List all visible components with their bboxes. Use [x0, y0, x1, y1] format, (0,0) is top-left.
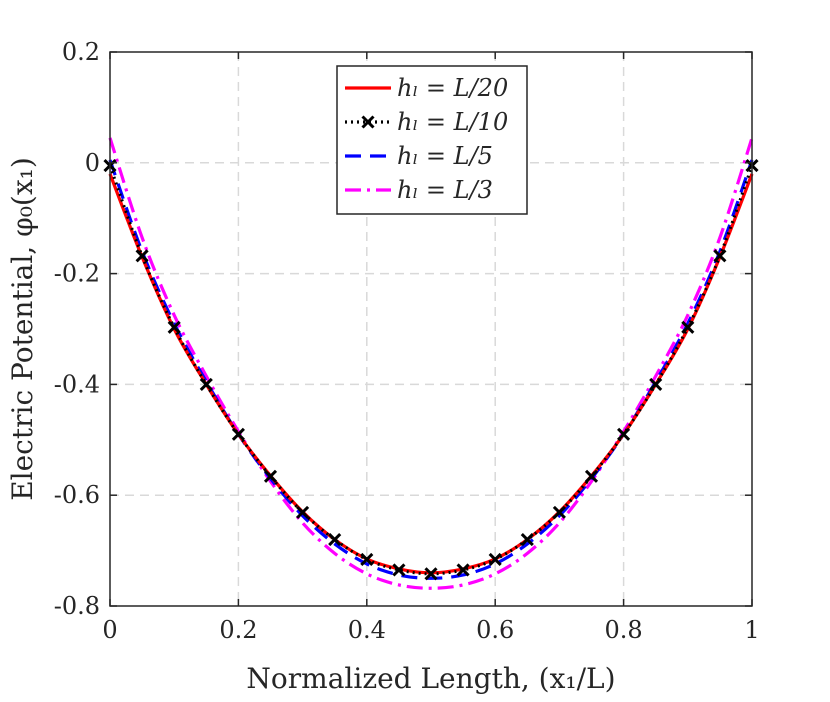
- legend-label-2: hₗ = L/5: [397, 142, 493, 170]
- axis-ticks: [109, 51, 753, 607]
- data-point-marker: [456, 563, 470, 577]
- marker-stroke: [488, 552, 502, 567]
- marker-stroke: [263, 469, 278, 483]
- data-point-marker: [424, 567, 438, 581]
- x-axis-title: Normalized Length, (x₁/L): [246, 662, 615, 695]
- data-point-marker: [617, 427, 631, 441]
- legend-label-1: hₗ = L/10: [397, 108, 508, 136]
- marker-stroke: [231, 427, 245, 441]
- data-point-marker: [584, 469, 599, 483]
- data-point-marker: [135, 249, 149, 263]
- legend-marker: [361, 115, 375, 129]
- series-line-3: [108, 137, 754, 590]
- plot-area: [103, 137, 759, 590]
- y-tick-label: -0.4: [54, 370, 100, 398]
- data-point-marker: [488, 552, 502, 567]
- data-point-marker: [713, 249, 727, 263]
- marker-stroke: [199, 377, 213, 391]
- marker-stroke: [328, 532, 342, 547]
- data-point-marker: [681, 320, 695, 334]
- x-tick-label: 1: [744, 616, 759, 644]
- marker-stroke: [296, 505, 310, 519]
- y-tick-label: -0.2: [54, 260, 100, 288]
- y-tick-label: -0.8: [54, 592, 100, 620]
- data-point-marker: [649, 377, 663, 391]
- marker-stroke: [360, 552, 374, 567]
- x-tick-label: 0: [102, 616, 117, 644]
- marker-stroke: [713, 249, 727, 263]
- marker-stroke: [584, 469, 599, 483]
- marker-stroke: [681, 320, 695, 334]
- data-point-marker: [231, 427, 245, 441]
- marker-stroke: [552, 505, 566, 519]
- data-point-marker: [263, 469, 278, 483]
- marker-stroke: [135, 249, 149, 263]
- x-tick-label: 0.6: [476, 616, 514, 644]
- marker-stroke: [649, 377, 663, 391]
- marker-stroke: [617, 427, 631, 441]
- marker-stroke: [424, 567, 438, 581]
- axis-tick-labels: 0 0.2 0.4 0.6 0.8 1 -0.8 -0.6 -0.4 -0.2 0 0.2: [54, 38, 760, 644]
- x-tick-label: 0.2: [219, 616, 257, 644]
- marker-stroke: [520, 532, 534, 547]
- data-point-marker: [392, 563, 406, 577]
- legend: hₗ = L/20 hₗ = L/10 hₗ = L/5 hₗ = L/3: [336, 65, 528, 215]
- y-tick-label: 0: [85, 149, 100, 177]
- series-line-2: [108, 159, 754, 580]
- y-tick-label: -0.6: [54, 481, 100, 509]
- x-tick-label: 0.4: [348, 616, 386, 644]
- y-tick-label: 0.2: [62, 38, 100, 66]
- data-point-marker: [360, 552, 374, 567]
- data-point-marker: [296, 505, 310, 519]
- legend-label-3: hₗ = L/3: [397, 176, 493, 204]
- data-point-marker: [167, 320, 181, 334]
- y-axis-title: Electric Potential, φ₀(x₁): [6, 157, 39, 501]
- data-point-marker: [520, 532, 534, 547]
- marker-stroke: [167, 320, 181, 334]
- axes-box: [109, 51, 753, 607]
- marker-stroke: [392, 563, 406, 577]
- legend-label-0: hₗ = L/20: [397, 74, 508, 102]
- data-point-marker: [328, 532, 342, 547]
- marker-stroke: [456, 563, 470, 577]
- x-tick-label: 0.8: [605, 616, 643, 644]
- data-point-marker: [199, 377, 213, 391]
- data-point-marker: [552, 505, 566, 519]
